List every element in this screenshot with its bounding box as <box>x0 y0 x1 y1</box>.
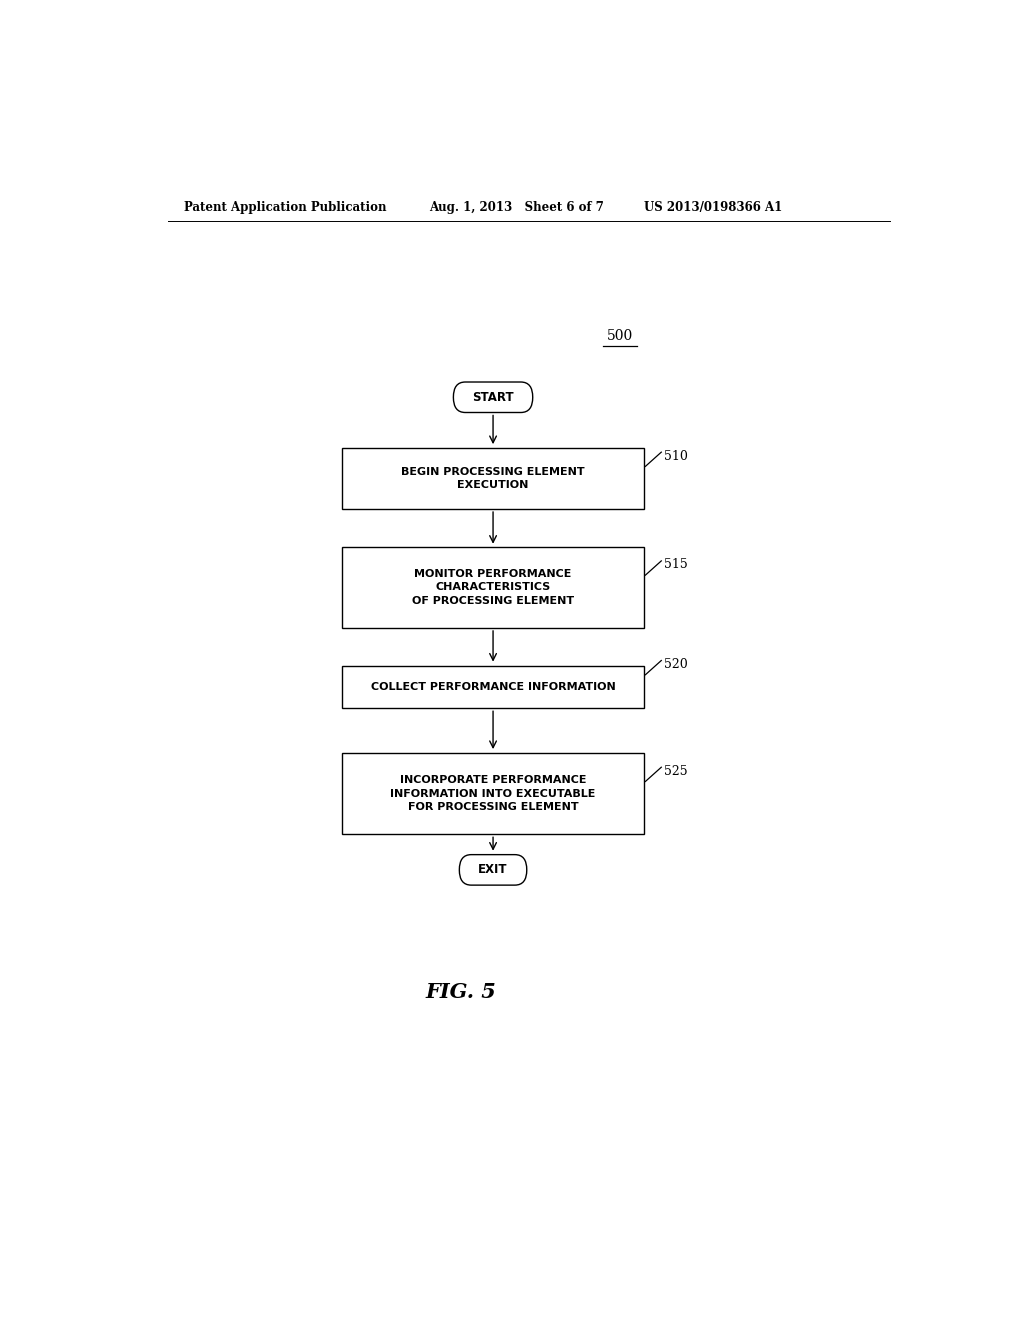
FancyBboxPatch shape <box>342 447 644 510</box>
Text: 525: 525 <box>664 764 687 777</box>
Text: MONITOR PERFORMANCE
CHARACTERISTICS
OF PROCESSING ELEMENT: MONITOR PERFORMANCE CHARACTERISTICS OF P… <box>412 569 574 606</box>
Text: 515: 515 <box>664 558 687 572</box>
Text: FIG. 5: FIG. 5 <box>426 982 497 1002</box>
Text: INCORPORATE PERFORMANCE
INFORMATION INTO EXECUTABLE
FOR PROCESSING ELEMENT: INCORPORATE PERFORMANCE INFORMATION INTO… <box>390 775 596 812</box>
Text: 520: 520 <box>664 659 687 671</box>
FancyBboxPatch shape <box>342 546 644 628</box>
Text: COLLECT PERFORMANCE INFORMATION: COLLECT PERFORMANCE INFORMATION <box>371 682 615 692</box>
Text: 500: 500 <box>607 329 633 343</box>
FancyBboxPatch shape <box>342 752 644 834</box>
Text: BEGIN PROCESSING ELEMENT
EXECUTION: BEGIN PROCESSING ELEMENT EXECUTION <box>401 467 585 490</box>
Text: Aug. 1, 2013   Sheet 6 of 7: Aug. 1, 2013 Sheet 6 of 7 <box>430 201 604 214</box>
FancyBboxPatch shape <box>460 854 526 886</box>
Text: START: START <box>472 391 514 404</box>
Text: US 2013/0198366 A1: US 2013/0198366 A1 <box>644 201 782 214</box>
FancyBboxPatch shape <box>454 381 532 412</box>
Text: Patent Application Publication: Patent Application Publication <box>183 201 386 214</box>
Text: 510: 510 <box>664 450 687 463</box>
Text: EXIT: EXIT <box>478 863 508 876</box>
FancyBboxPatch shape <box>342 665 644 709</box>
